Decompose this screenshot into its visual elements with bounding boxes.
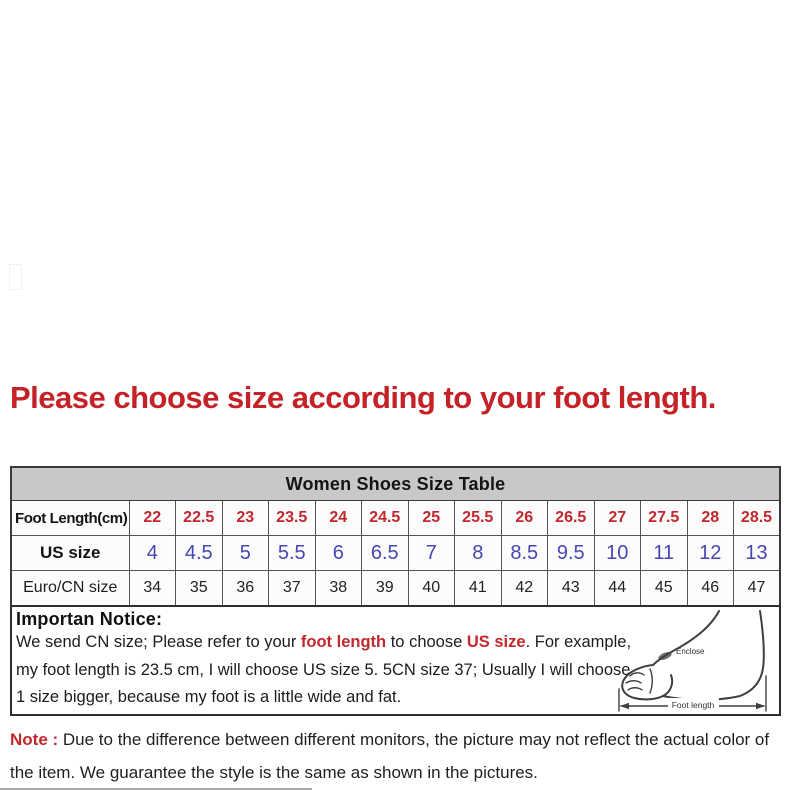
size-cell: 12 <box>686 535 734 571</box>
size-cell: 46 <box>686 570 734 607</box>
toe-line <box>627 687 643 691</box>
size-cell: 47 <box>733 570 781 607</box>
size-cell: 22.5 <box>175 500 223 536</box>
size-cell: 25.5 <box>454 500 502 536</box>
size-cell: 6.5 <box>361 535 409 571</box>
notice-text: We send CN size; Please refer to your <box>16 633 301 651</box>
foot-length-label: Foot length <box>672 700 715 710</box>
notice-line-3: 1 size bigger, because my foot is a litt… <box>16 688 402 706</box>
foot-measure-diagram: Enclose Foot length <box>618 610 767 712</box>
size-cell: 24 <box>314 500 362 536</box>
size-table-title-row: Women Shoes Size Table <box>10 466 781 501</box>
note-text: Due to the difference between different … <box>10 730 770 782</box>
row-label: US size <box>10 535 130 571</box>
notice-line-1: We send CN size; Please refer to your fo… <box>16 633 631 652</box>
size-cell: 44 <box>593 570 641 607</box>
size-cell: 9.5 <box>547 535 595 571</box>
size-cell: 27 <box>593 500 641 536</box>
size-cell: 27.5 <box>640 500 688 536</box>
size-cell: 39 <box>361 570 409 607</box>
row-label: Foot Length(cm) <box>10 500 130 536</box>
size-table: Women Shoes Size Table Foot Length(cm) 22… <box>10 466 781 607</box>
size-cell: 8.5 <box>500 535 548 571</box>
enclose-label: Enclose <box>676 647 705 656</box>
size-cell: 43 <box>547 570 595 607</box>
size-cell: 36 <box>221 570 269 607</box>
foot-heel-line <box>739 610 765 697</box>
size-cell: 24.5 <box>361 500 409 536</box>
size-cell: 5.5 <box>268 535 316 571</box>
size-cell: 10 <box>593 535 641 571</box>
enclose-mark <box>658 652 672 660</box>
notice-title: Importan Notice: <box>16 609 163 629</box>
table-row: Euro/CN size 34 35 36 37 38 39 40 41 42 43 44 45 46 47 <box>10 570 781 607</box>
toe-line <box>629 672 645 677</box>
size-cell: 5 <box>221 535 269 571</box>
size-cell: 4 <box>128 535 176 571</box>
size-cell: 28 <box>686 500 734 536</box>
size-cell: 35 <box>175 570 223 607</box>
size-cell: 6 <box>314 535 362 571</box>
notice-text: to choose <box>386 633 467 651</box>
size-cell: 7 <box>407 535 455 571</box>
notice-box: Importan Notice: We send CN size; Please… <box>10 605 781 716</box>
size-table-title: Women Shoes Size Table <box>10 466 781 501</box>
foot-toes-outline <box>621 664 674 701</box>
notice-line-2: my foot length is 23.5 cm, I will choose… <box>16 661 631 679</box>
toe-line <box>649 668 653 694</box>
size-cell: 28.5 <box>733 500 781 536</box>
page-title: Please choose size according to your foo… <box>10 380 716 415</box>
note-label: Note : <box>10 730 59 749</box>
size-cell: 11 <box>640 535 688 571</box>
size-cell: 42 <box>500 570 548 607</box>
size-cell: 26 <box>500 500 548 536</box>
size-cell: 34 <box>128 570 176 607</box>
foot-length-highlight: foot length <box>300 633 387 651</box>
size-cell: 23.5 <box>268 500 316 536</box>
size-cell: 25 <box>407 500 455 536</box>
size-cell: 41 <box>454 570 502 607</box>
size-cell: 40 <box>407 570 455 607</box>
table-row: US size 4 4.5 5 5.5 6 6.5 7 8 8.5 9.5 10 11 12 13 <box>10 535 781 571</box>
size-cell: 38 <box>314 570 362 607</box>
foot-instep-line <box>652 610 720 666</box>
size-cell: 45 <box>640 570 688 607</box>
size-cell: 22 <box>128 500 176 536</box>
size-cell: 13 <box>733 535 781 571</box>
size-cell: 8 <box>454 535 502 571</box>
cropped-edge-artifact <box>0 788 312 790</box>
size-cell: 26.5 <box>547 500 595 536</box>
size-cell: 37 <box>268 570 316 607</box>
arrowhead-left <box>620 702 629 710</box>
label-backdrop <box>668 698 719 711</box>
size-cell: 23 <box>221 500 269 536</box>
us-size-highlight: US size <box>466 633 526 651</box>
size-cell: 4.5 <box>175 535 223 571</box>
arrowhead-right <box>756 702 765 710</box>
bottom-note: Note : Due to the difference between dif… <box>10 723 790 789</box>
toe-line <box>625 680 642 684</box>
row-label: Euro/CN size <box>10 570 130 607</box>
notice-text: . For example, <box>525 633 632 651</box>
table-row: Foot Length(cm) 22 22.5 23 23.5 24 24.5 25 25.5 2… <box>10 500 781 536</box>
scan-artifact <box>9 264 22 290</box>
